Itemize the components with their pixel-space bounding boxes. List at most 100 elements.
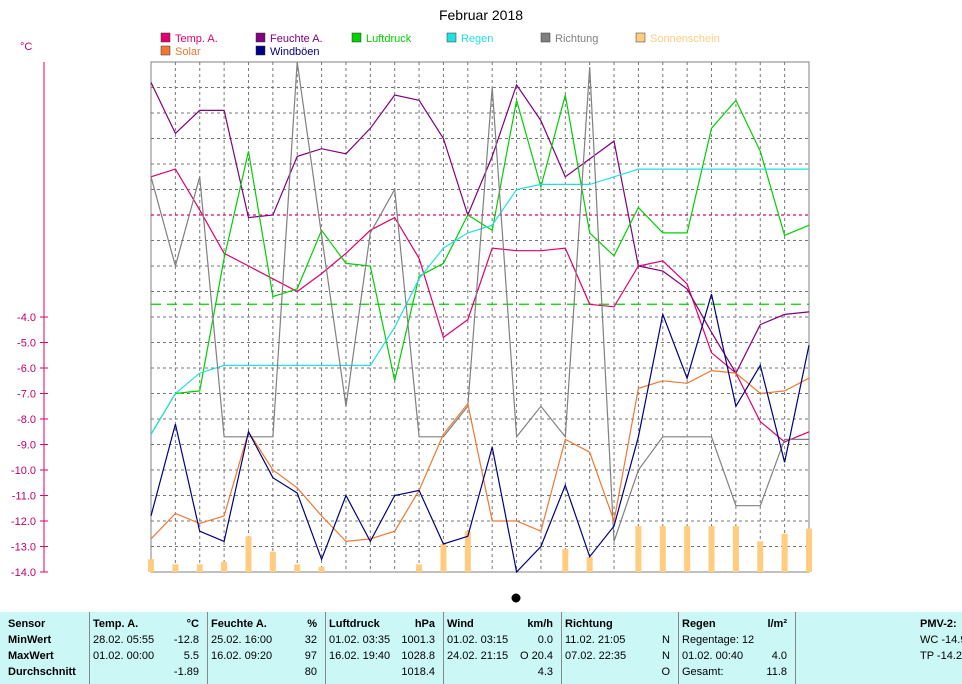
sunshine-bar xyxy=(245,536,252,572)
y-axis-unit: °C xyxy=(20,41,32,53)
sunshine-bar xyxy=(148,559,154,572)
table-cell: 01.02. 00:00 xyxy=(93,650,155,662)
table-value: N xyxy=(662,650,670,662)
table-cell: 25.02. 16:00 xyxy=(211,634,273,646)
series-line xyxy=(150,94,810,435)
table-value: 1028.8 xyxy=(401,650,435,662)
sunshine-bar xyxy=(757,541,764,572)
table-divider xyxy=(207,612,208,684)
grid xyxy=(150,61,810,573)
table-value: N xyxy=(662,634,670,646)
legend-label: Richtung xyxy=(555,33,598,45)
sunshine-bar xyxy=(196,564,203,572)
y-tick-label: -11.0 xyxy=(12,491,36,503)
sunshine-bar xyxy=(464,531,471,572)
table-unit: hPa xyxy=(414,618,435,630)
sunshine-bar xyxy=(294,564,301,572)
legend-swatch xyxy=(255,45,266,56)
table-cell: 07.02. 22:35 xyxy=(565,650,627,662)
table-value: 97 xyxy=(304,650,317,662)
series-lines xyxy=(150,61,810,574)
sunshine-bar xyxy=(635,526,642,572)
sunshine-bar xyxy=(781,533,788,572)
y-tick-label: -8.0 xyxy=(17,414,36,426)
legend-label: Feuchte A. xyxy=(270,33,323,45)
series-line xyxy=(150,293,810,574)
y-tick-label: -12.0 xyxy=(11,516,36,528)
legend-label: Solar xyxy=(175,46,201,58)
table-value: -1.89 xyxy=(173,666,199,678)
table-value: 4.0 xyxy=(771,650,787,662)
table-value: 80 xyxy=(304,666,317,678)
table-header: Temp. A. xyxy=(93,618,139,630)
sunshine-bar xyxy=(440,543,447,572)
table-cell: 28.02. 05:55 xyxy=(93,634,155,646)
row-label: Durchschnitt xyxy=(8,666,76,678)
series-line xyxy=(150,369,810,543)
legend-swatch xyxy=(446,32,457,43)
table-value: O xyxy=(661,666,670,678)
legend-label: Temp. A. xyxy=(175,33,218,45)
legend-label: Sonnenschein xyxy=(650,33,720,45)
legend-label: Windböen xyxy=(270,46,320,58)
series-line xyxy=(150,168,810,443)
sunshine-bar xyxy=(562,549,569,572)
table-unit: l/m² xyxy=(767,618,787,630)
table-unit: % xyxy=(307,618,317,630)
table-value: 4.3 xyxy=(537,666,553,678)
statistics-table: Sensor MinWert MaxWert Durchschnitt Temp. A.… xyxy=(0,612,962,684)
table-divider xyxy=(795,612,796,684)
table-header: Regen xyxy=(682,618,716,630)
table-cell: 01.02. 03:35 xyxy=(329,634,391,646)
chart-canvas: Februar 2018 °C Temp. A. Feuchte A. Luftdr… xyxy=(11,7,812,603)
table-unit: km/h xyxy=(527,618,553,630)
table-header: Wind xyxy=(447,618,474,630)
row-label: MinWert xyxy=(8,634,52,646)
y-tick-label: -9.0 xyxy=(17,440,36,452)
table-cell: 16.02. 09:20 xyxy=(211,650,273,662)
table-value: -12.8 xyxy=(173,634,199,646)
table-header: Sensor xyxy=(8,618,46,630)
y-tick-label: -14.0 xyxy=(11,567,36,579)
navigation-dot-icon[interactable] xyxy=(511,593,521,603)
table-cell: Gesamt: xyxy=(682,666,724,678)
table-value: 0.0 xyxy=(537,634,553,646)
table-cell: 01.02. 00:40 xyxy=(682,650,744,662)
sunshine-bar xyxy=(318,566,325,572)
table-unit: °C xyxy=(186,618,199,630)
table-header: Feuchte A. xyxy=(211,618,267,630)
legend-swatch xyxy=(160,45,171,56)
table-divider xyxy=(89,612,90,684)
sunshine-bar xyxy=(172,564,179,572)
chart-title: Februar 2018 xyxy=(439,7,523,23)
legend-swatch xyxy=(255,32,266,43)
table-value: 1001.3 xyxy=(401,634,435,646)
table-value: 11.8 xyxy=(766,666,787,678)
legend-swatch xyxy=(635,32,646,43)
table-divider xyxy=(561,612,562,684)
table-header: Richtung xyxy=(565,618,613,630)
y-tick-label: -7.0 xyxy=(17,389,36,401)
table-value: 32 xyxy=(304,634,317,646)
sunshine-bar xyxy=(708,526,715,572)
legend: Temp. A. Feuchte A. Luftdruck Regen Richtung… xyxy=(160,32,720,58)
y-tick-label: -6.0 xyxy=(17,363,36,375)
sunshine-bar xyxy=(732,526,739,572)
table-header: Luftdruck xyxy=(329,618,380,630)
series-line xyxy=(150,82,810,375)
sunshine-bar xyxy=(416,564,423,572)
table-divider xyxy=(443,612,444,684)
sunshine-bar xyxy=(221,561,228,572)
table-value: 1018.4 xyxy=(401,666,435,678)
series-line xyxy=(150,61,809,542)
y-axis: -4.0 -5.0 -6.0 -7.0 -8.0 -9.0 -10.0 -11.0 -12.0 -… xyxy=(11,62,48,579)
table-cell: 11.02. 21:05 xyxy=(565,634,626,646)
sunshine-bars xyxy=(148,526,812,572)
table-cell: 24.02. 21:15 xyxy=(447,650,509,662)
legend-label: Luftdruck xyxy=(366,33,412,45)
table-cell: WC -14.9 xyxy=(920,634,962,646)
y-tick-label: -13.0 xyxy=(11,542,36,554)
legend-swatch xyxy=(160,32,171,43)
sunshine-bar xyxy=(806,528,812,572)
legend-swatch xyxy=(540,32,551,43)
